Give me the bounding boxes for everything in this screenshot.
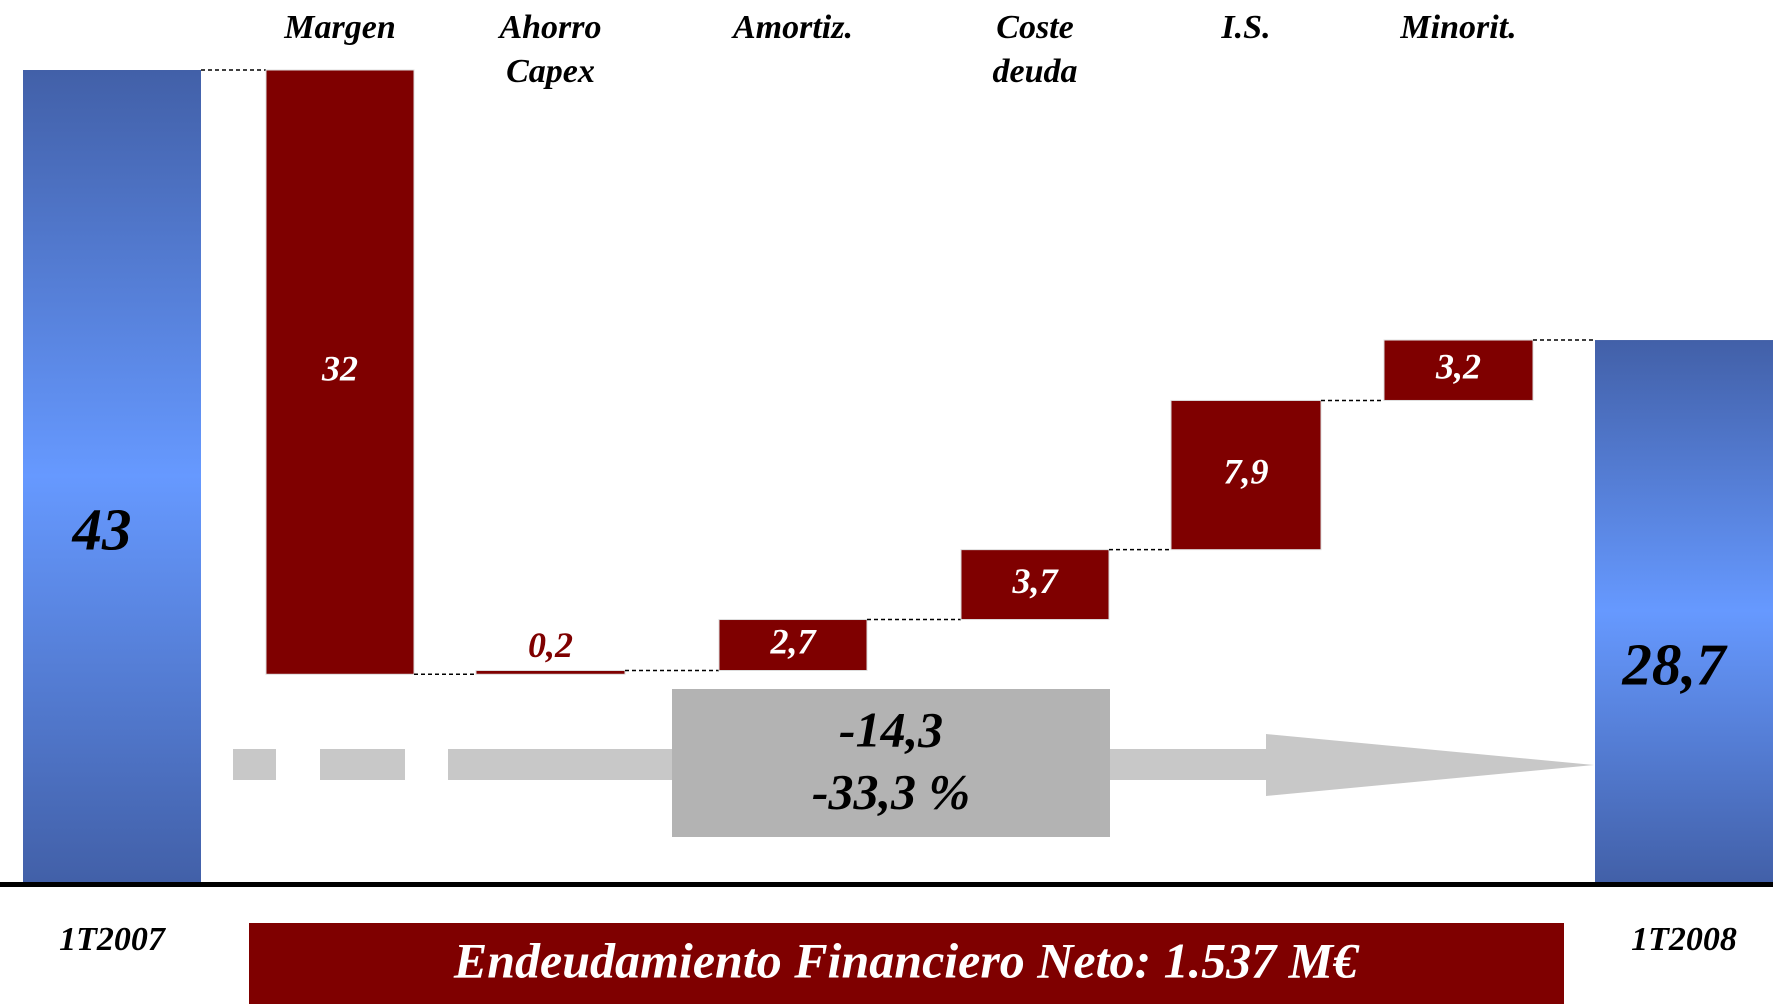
bar	[1170, 399, 1322, 551]
category-label: 1T2007	[59, 921, 165, 958]
bar	[1383, 339, 1534, 401]
bar	[1595, 340, 1773, 882]
value-label: 7,9	[1224, 451, 1269, 491]
note-box	[249, 923, 1564, 1004]
value-label: 28,7	[1621, 632, 1728, 698]
value-label: 3,2	[1435, 347, 1481, 387]
bar	[960, 549, 1110, 621]
category-label: Ahorro Capex	[499, 9, 602, 90]
annotation: -14,3	[839, 701, 943, 757]
annotation-box	[672, 689, 1110, 837]
category-label: Coste deuda	[992, 9, 1078, 90]
baseline	[0, 882, 1773, 887]
value-label: 3,7	[1012, 561, 1060, 601]
category-label: Minorit.	[1400, 9, 1517, 46]
value-label: 43	[72, 497, 132, 563]
bar	[265, 69, 415, 675]
note: Endeudamiento Financiero Neto: 1.537 M€	[453, 932, 1360, 988]
value-label: 0,2	[528, 625, 573, 665]
bar	[475, 670, 626, 675]
bar	[23, 70, 201, 882]
category-label: I.S.	[1221, 9, 1271, 46]
category-label: Amortiz.	[733, 9, 853, 46]
category-label: 1T2008	[1631, 921, 1737, 958]
value-label: 32	[321, 348, 358, 388]
annotation: -33,3 %	[812, 763, 970, 819]
category-label: Margen	[284, 9, 396, 46]
bar	[718, 619, 868, 672]
value-label: 2,7	[770, 621, 818, 661]
